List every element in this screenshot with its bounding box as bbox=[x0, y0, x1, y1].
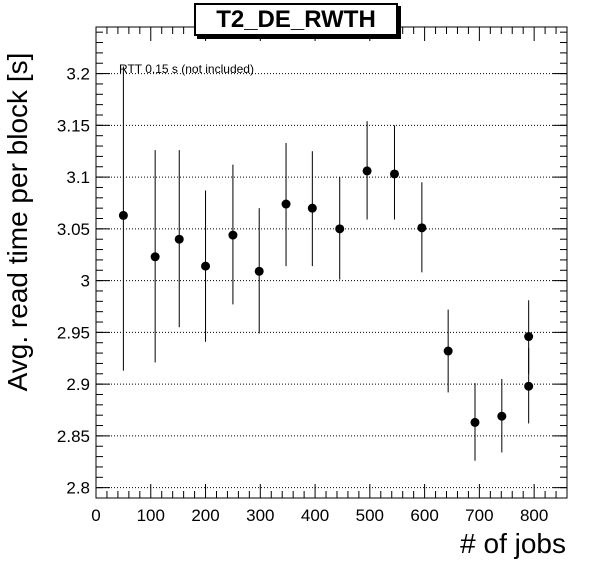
tick-labels: 2.8 2.85 2.9 2.95 3 3.05 3.1 3.15 3.2 0 100 200 300 4… bbox=[57, 65, 548, 525]
data-point bbox=[201, 261, 211, 271]
y-tick-label: 2.95 bbox=[57, 323, 90, 342]
y-tick-label: 3 bbox=[81, 272, 90, 291]
x-tick-label: 100 bbox=[137, 506, 165, 525]
data-point bbox=[228, 230, 238, 240]
x-tick-label: 700 bbox=[465, 506, 493, 525]
data-point bbox=[417, 223, 427, 233]
chart-title: T2_DE_RWTH bbox=[194, 3, 398, 36]
data-point bbox=[150, 252, 160, 262]
data-point bbox=[254, 266, 264, 276]
data-point bbox=[497, 411, 507, 421]
y-axis-label: Avg. read time per block [s] bbox=[2, 52, 33, 392]
data-point bbox=[362, 166, 372, 176]
annotation-text: RTT 0.15 s (not included) bbox=[119, 62, 254, 76]
data-point bbox=[524, 332, 534, 342]
data-point bbox=[470, 417, 480, 427]
data-markers bbox=[118, 166, 534, 427]
x-axis-label: # of jobs bbox=[460, 528, 566, 559]
y-tick-label: 2.9 bbox=[66, 375, 90, 394]
y-tick-label: 3.15 bbox=[57, 116, 90, 135]
axis-ticks bbox=[95, 27, 568, 499]
data-point bbox=[443, 346, 453, 356]
x-tick-label: 400 bbox=[301, 506, 329, 525]
x-tick-label: 600 bbox=[410, 506, 438, 525]
plot-frame bbox=[95, 26, 568, 499]
x-tick-label: 200 bbox=[191, 506, 219, 525]
data-point bbox=[281, 199, 291, 209]
data-point bbox=[174, 234, 184, 244]
x-tick-label: 800 bbox=[520, 506, 548, 525]
grid-lines bbox=[96, 73, 567, 489]
data-point bbox=[389, 169, 399, 179]
y-tick-label: 3.2 bbox=[66, 65, 90, 84]
y-tick-label: 2.8 bbox=[66, 479, 90, 498]
x-tick-label: 300 bbox=[246, 506, 274, 525]
error-bars bbox=[122, 66, 530, 461]
data-point bbox=[118, 210, 128, 220]
y-tick-label: 3.1 bbox=[66, 168, 90, 187]
y-tick-label: 3.05 bbox=[57, 220, 90, 239]
x-tick-label: 0 bbox=[91, 506, 100, 525]
y-tick-label: 2.85 bbox=[57, 427, 90, 446]
data-point bbox=[524, 381, 534, 391]
data-point bbox=[307, 203, 317, 213]
x-tick-label: 500 bbox=[356, 506, 384, 525]
data-point bbox=[335, 224, 345, 234]
